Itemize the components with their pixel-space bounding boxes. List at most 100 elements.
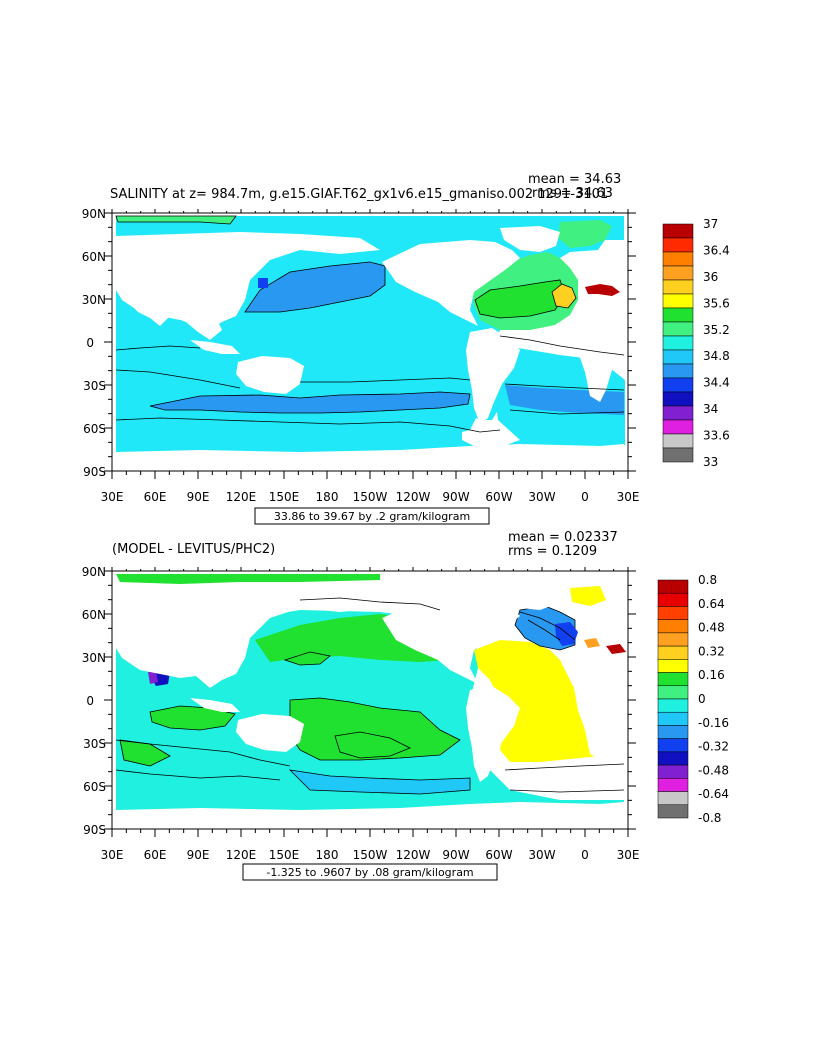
bottom-green-nw-pacific <box>283 651 331 666</box>
top-med-outflow-yellow <box>551 283 577 309</box>
top-band-north-pacific <box>244 261 386 313</box>
top-land-greenland <box>500 226 560 252</box>
bottom-map <box>111 570 629 830</box>
top-lon-labels: 30E 60E 90E 120E 150E 180 150W 120W 90W … <box>101 490 640 504</box>
colorbar-label: 0.16 <box>698 668 725 682</box>
colorbar-swatch <box>662 293 694 309</box>
bottom-lon-label: 120E <box>226 848 257 862</box>
colorbar-swatch <box>657 725 689 739</box>
colorbar-label: -0.8 <box>698 811 721 825</box>
top-med-red <box>585 284 620 296</box>
bottom-contour-2 <box>115 769 281 781</box>
top-land-antarctica <box>116 444 624 471</box>
colorbar-label: -0.64 <box>698 787 729 801</box>
top-lon-label: 30E <box>101 490 124 504</box>
top-land-south-america <box>466 328 520 424</box>
bottom-land-north-america <box>382 598 520 684</box>
colorbar-label: 0.48 <box>698 621 725 635</box>
bottom-lon-label: 90W <box>442 848 469 862</box>
colorbar-swatch <box>662 433 694 449</box>
bottom-lat-90s: 90S <box>83 823 106 837</box>
top-lon-label: 150W <box>353 490 388 504</box>
top-lat-0: 0 <box>86 336 94 350</box>
bottom-lat-90n: 90N <box>82 565 106 579</box>
bottom-lon-label: 60E <box>144 848 167 862</box>
bottom-lon-label: 90E <box>187 848 210 862</box>
colorbar-swatch <box>662 377 694 393</box>
top-lon-label: 0 <box>581 490 589 504</box>
bottom-lat-0: 0 <box>86 694 94 708</box>
top-arctic-green <box>115 215 237 225</box>
top-lon-label: 60W <box>485 490 512 504</box>
top-ticks <box>104 209 636 479</box>
bottom-green-south-pacific <box>289 697 461 761</box>
top-land-indonesia <box>190 340 240 354</box>
colorbar-swatch <box>657 711 689 726</box>
colorbar-swatch <box>657 592 689 607</box>
bottom-lat-30s: 30S <box>83 737 106 751</box>
bottom-lat-30n: 30N <box>82 651 106 665</box>
top-contour-2 <box>115 417 501 433</box>
top-lat-30n: 30N <box>82 293 106 307</box>
colorbar-label: 0 <box>698 692 706 706</box>
colorbar-label: 33 <box>703 455 718 469</box>
bottom-north-atlantic-darkblue <box>555 622 578 646</box>
colorbar-swatch <box>662 223 694 239</box>
colorbar-label: 34.4 <box>703 376 730 390</box>
colorbar-swatch <box>657 619 689 634</box>
bottom-rms-label: rms = 0.1209 <box>508 544 597 559</box>
top-mean-label: mean = 34.63 <box>528 172 621 187</box>
bottom-lat-labels: 90N 60N 30N 0 30S 60S 90S <box>82 565 106 837</box>
bottom-lon-labels: 30E 60E 90E 120E 150E 180 150W 120W 90W … <box>101 848 640 862</box>
bottom-green-arctic <box>116 574 380 584</box>
colorbar-swatch <box>657 579 689 594</box>
bottom-med-orange <box>584 638 600 648</box>
bottom-land-indonesia <box>190 698 240 712</box>
bottom-land-africa <box>574 658 624 760</box>
top-land-australia <box>236 356 304 394</box>
top-contour-3 <box>499 335 625 356</box>
colorbar-label: 35.6 <box>703 296 730 310</box>
bottom-land-south-america <box>466 686 520 782</box>
bottom-lon-label: 30W <box>528 848 555 862</box>
bottom-contour-4 <box>519 611 576 641</box>
top-band-southern-ocean <box>149 391 471 414</box>
top-lat-90s: 90S <box>83 465 106 479</box>
colorbar-label: 35.2 <box>703 323 730 337</box>
bottom-nordic-yellow <box>570 586 606 606</box>
colorbar-swatch <box>662 349 694 365</box>
colorbar-swatch <box>662 405 694 421</box>
bottom-med-red <box>606 644 626 654</box>
bottom-contour-1 <box>115 739 291 767</box>
colorbar-swatch <box>662 335 694 351</box>
bottom-cyan-south <box>288 769 471 795</box>
colorbar-swatch <box>657 685 689 700</box>
top-map <box>111 212 629 472</box>
top-land-north-america <box>382 240 520 326</box>
top-lon-label: 60E <box>144 490 167 504</box>
top-rms-label: rms = 34.63 <box>532 186 613 201</box>
bottom-contour-3 <box>504 763 625 793</box>
colorbar-label: 34 <box>703 402 718 416</box>
top-lon-label: 90E <box>187 490 210 504</box>
colorbar-swatch <box>662 391 694 407</box>
bottom-lon-label: 30E <box>101 848 124 862</box>
bottom-lon-label: 150E <box>269 848 300 862</box>
colorbar-label: -0.32 <box>698 740 729 754</box>
bottom-arabian-magenta <box>148 672 158 684</box>
bottom-range-box <box>242 863 498 881</box>
top-lat-90n: 90N <box>82 207 106 221</box>
bottom-land-greenland <box>500 584 560 610</box>
top-lon-label: 120W <box>396 490 431 504</box>
colorbar-swatch <box>662 237 694 253</box>
colorbar-label: 34.8 <box>703 349 730 363</box>
colorbar-swatch <box>657 738 689 753</box>
colorbar-swatch <box>662 307 694 323</box>
top-lon-label: 30E <box>617 490 640 504</box>
colorbar-swatch <box>657 645 689 660</box>
colorbar-label: 0.8 <box>698 573 717 587</box>
colorbar-swatch <box>662 279 694 295</box>
colorbar-label: 33.6 <box>703 429 730 443</box>
bottom-green-south-lobe <box>334 731 411 759</box>
colorbar-swatch <box>662 265 694 281</box>
